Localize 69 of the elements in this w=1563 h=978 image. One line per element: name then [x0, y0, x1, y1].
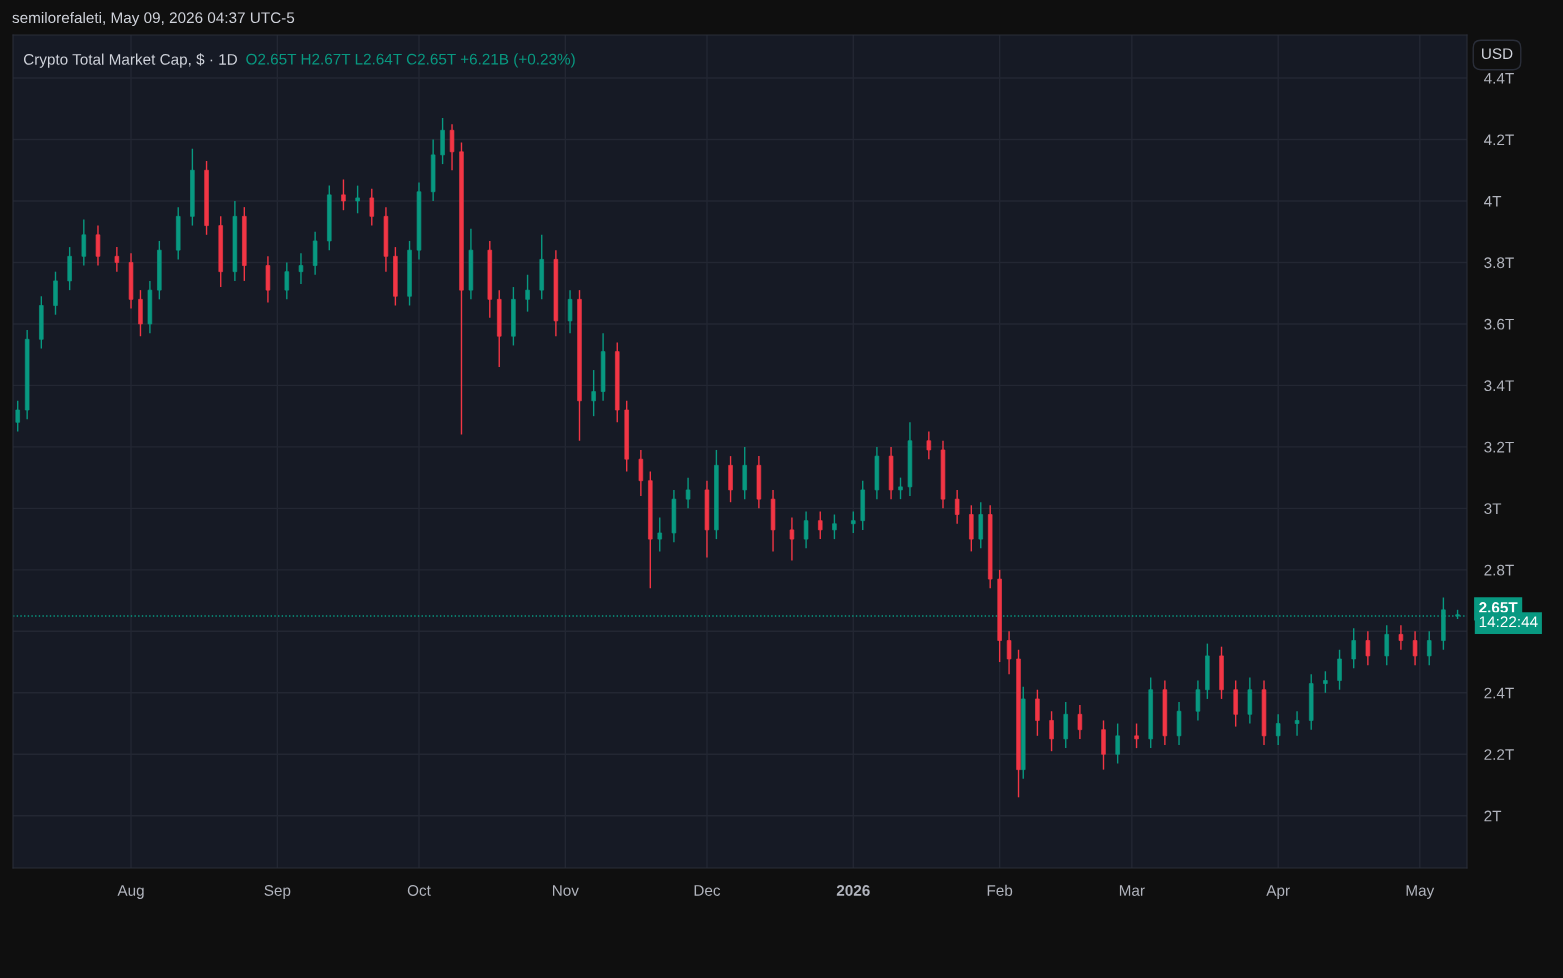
x-tick-label: 2026: [836, 885, 870, 896]
ref-line-label: 2.65T: [1479, 602, 1518, 613]
candlestick: [298, 252, 304, 285]
candlestick: [525, 274, 530, 313]
candlestick: [567, 289, 573, 334]
y-tick-label: 2.2T: [1484, 749, 1514, 760]
candlestick: [1412, 630, 1418, 666]
candlestick: [638, 449, 644, 497]
text: semilorefaleti, May 09, 2026 04:37 UTC-5: [12, 11, 295, 27]
x-tick-label: Nov: [553, 885, 579, 896]
x-tick-label: May: [1406, 885, 1435, 899]
candlestick: [284, 261, 290, 301]
y-tick-label: 4T: [1484, 196, 1502, 207]
candlestick: [95, 224, 101, 267]
x-tick-label: Oct: [407, 885, 431, 896]
candlestick: [1115, 722, 1120, 765]
candlestick: [851, 510, 856, 534]
y-tick-label: 2.8T: [1484, 564, 1514, 576]
candlestick: [1337, 649, 1342, 691]
candlestick: [832, 513, 837, 540]
candlestick: [591, 369, 596, 417]
y-tick-label: 3.8T: [1484, 257, 1514, 269]
candlestick: [657, 516, 662, 553]
candlestick: [355, 184, 360, 214]
y-tick-label: 4.4T: [1484, 73, 1514, 84]
candlestick: [1006, 630, 1012, 676]
text: Crypto Total Market Cap, $ · 1D: [23, 53, 237, 68]
x-tick-label: Sep: [264, 885, 291, 899]
x-tick-label: Feb: [987, 884, 1013, 896]
candlestick: [685, 476, 691, 510]
y-tick-label: 3.2T: [1484, 441, 1514, 453]
candlestick: [1275, 713, 1281, 746]
candlestick: [926, 430, 932, 460]
y-tick-label: 3.6T: [1484, 318, 1514, 330]
candlestick: [1384, 624, 1389, 666]
candlestick: [1049, 710, 1054, 752]
candlestick: [803, 510, 809, 550]
text: 14:22:44: [1479, 616, 1538, 628]
candlestick: [114, 246, 120, 273]
y-tick-label: 3T: [1484, 503, 1502, 515]
candlestick: [81, 218, 87, 267]
candlestick: [1077, 704, 1083, 740]
candlestick: [1365, 630, 1371, 666]
candlestick: [818, 510, 823, 540]
candlestick: [1195, 679, 1201, 722]
x-tick-label: Apr: [1266, 885, 1290, 899]
y-tick-label: 4.2T: [1484, 134, 1514, 146]
candlestick: [898, 476, 903, 500]
candlestick: [1294, 710, 1300, 737]
x-tick-label: Dec: [694, 885, 721, 896]
candlestick: [789, 516, 795, 562]
y-tick-label: 2T: [1484, 810, 1502, 822]
x-tick-label: Mar: [1119, 885, 1145, 896]
candlestick: [954, 489, 960, 525]
x-tick-label: Aug: [117, 885, 144, 899]
candlestick: [1323, 670, 1328, 694]
text: USD: [1482, 48, 1513, 60]
y-tick-label: 2.4T: [1484, 687, 1514, 699]
candlestick: [1427, 630, 1432, 666]
candlestick: [15, 400, 20, 433]
candlestick: [369, 187, 375, 227]
text: O2.65T H2.67T L2.64T C2.65T +6.21B (+0.23%): [246, 53, 575, 68]
candlestick: [1398, 624, 1404, 651]
candlestick: [1035, 689, 1040, 737]
candlestick: [341, 178, 346, 211]
candlestick: [449, 123, 455, 171]
y-tick-label: 3.4T: [1484, 380, 1514, 392]
candlestick: [1134, 722, 1139, 749]
candlestick: [1351, 627, 1356, 669]
